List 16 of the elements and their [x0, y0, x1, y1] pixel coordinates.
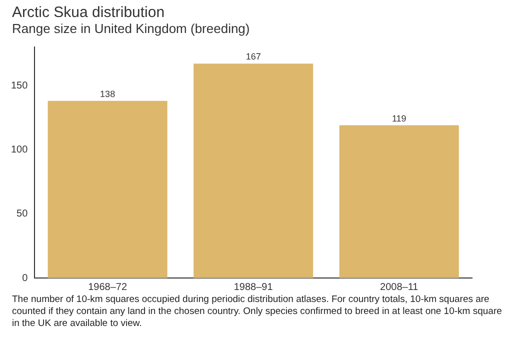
chart-title: Arctic Skua distribution [12, 4, 165, 21]
bar [48, 100, 168, 278]
y-tick-label: 100 [10, 144, 28, 156]
data-label: 138 [100, 88, 116, 99]
data-label: 119 [392, 113, 406, 124]
bar [339, 125, 459, 278]
y-tick-label: 150 [10, 80, 28, 92]
chart-subtitle: Range size in United Kingdom (breeding) [12, 21, 250, 36]
x-tick-label: 1968–72 [88, 282, 128, 293]
bar [194, 64, 314, 278]
y-tick-label: 0 [22, 272, 28, 284]
data-label: 167 [246, 52, 261, 62]
y-tick-label: 50 [16, 208, 28, 220]
x-tick-label: 2008–11 [380, 282, 419, 293]
x-tick-label: 1988–91 [234, 282, 274, 293]
text: The number of 10-km squares occupied during periodic distribution atlases. For country totals, 10-km squares are counted if they contain any land in the chosen country. Only species confirmed to breed in at least one 10-km square in the UK are available to view. [12, 294, 502, 330]
